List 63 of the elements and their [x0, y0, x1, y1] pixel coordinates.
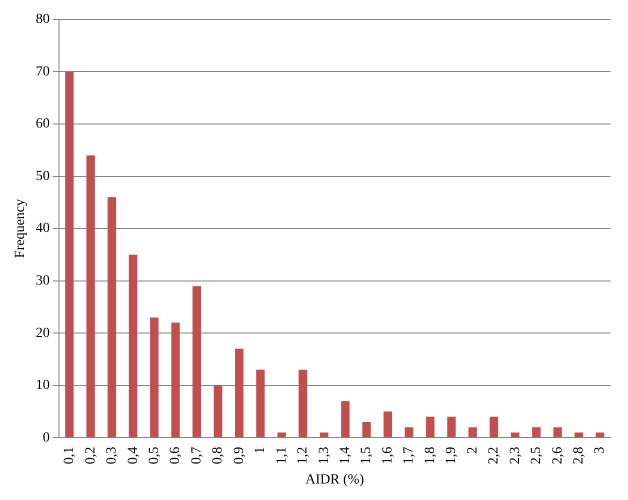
x-tick-label: 1,3	[316, 446, 332, 464]
y-tick-label: 40	[36, 221, 50, 236]
bar	[404, 427, 414, 438]
y-tick-label: 60	[36, 116, 50, 132]
x-tick-label: 1,5	[359, 446, 374, 464]
y-tick-label: 30	[36, 274, 50, 289]
x-tick-label: 1,4	[338, 446, 354, 464]
y-tick-label: 20	[36, 326, 50, 341]
bar	[362, 422, 371, 438]
bar	[298, 370, 308, 438]
x-axis-title: AIDR (%)	[305, 472, 364, 488]
x-tick-label: 0,9	[232, 446, 247, 464]
bar	[447, 416, 456, 438]
bar	[574, 432, 584, 438]
x-tick-label: 3	[592, 446, 608, 454]
bar	[384, 412, 392, 438]
x-tick-label: 0,4	[126, 446, 141, 464]
x-tick-label: 0,3	[104, 446, 120, 464]
bar	[341, 401, 350, 438]
x-tick-label: 1,2	[296, 446, 311, 464]
bar	[192, 286, 202, 438]
bar	[426, 416, 434, 438]
bar	[532, 427, 541, 438]
y-tick-label: 10	[36, 378, 50, 394]
x-tick-label: 1,7	[402, 446, 417, 464]
y-axis-title: Frequency	[13, 199, 28, 258]
bar	[171, 322, 180, 438]
bar	[65, 72, 74, 438]
x-tick-label: 0,7	[189, 446, 204, 464]
x-tick-label: 2,5	[529, 446, 544, 464]
y-tick-label: 70	[36, 64, 50, 80]
x-tick-label: 1,1	[274, 446, 290, 464]
x-tick-label: 2	[465, 446, 480, 454]
bar	[214, 385, 222, 438]
bar	[277, 432, 286, 438]
x-tick-label: 0,5	[146, 446, 162, 464]
y-tick-label: 50	[36, 168, 50, 184]
x-tick-label: 1,8	[422, 446, 438, 464]
bar	[150, 317, 159, 438]
bar	[256, 370, 265, 438]
x-tick-label: 1	[253, 446, 268, 454]
y-tick-label: 80	[36, 12, 50, 28]
bar	[468, 427, 477, 438]
x-tick-label: 1,9	[444, 446, 460, 464]
x-tick-label: 0,1	[62, 446, 78, 464]
x-tick-label: 2,2	[486, 446, 502, 464]
bar	[86, 155, 95, 438]
x-tick-label: 0,6	[168, 446, 184, 464]
x-tick-label: 2,3	[508, 446, 523, 464]
x-tick-label: 0,8	[210, 446, 226, 464]
bar	[108, 197, 116, 438]
bar	[510, 432, 520, 438]
bar	[553, 427, 562, 438]
bar	[320, 432, 328, 438]
bar	[234, 348, 244, 438]
x-tick-label: 1,6	[380, 446, 396, 464]
x-tick-label: 2,8	[571, 446, 586, 464]
x-tick-label: 2,6	[550, 446, 566, 464]
bar	[596, 432, 604, 438]
x-tick-label: 0,2	[83, 446, 98, 464]
bar	[128, 254, 138, 438]
bar	[490, 416, 498, 438]
y-tick-label: 0	[42, 430, 50, 446]
